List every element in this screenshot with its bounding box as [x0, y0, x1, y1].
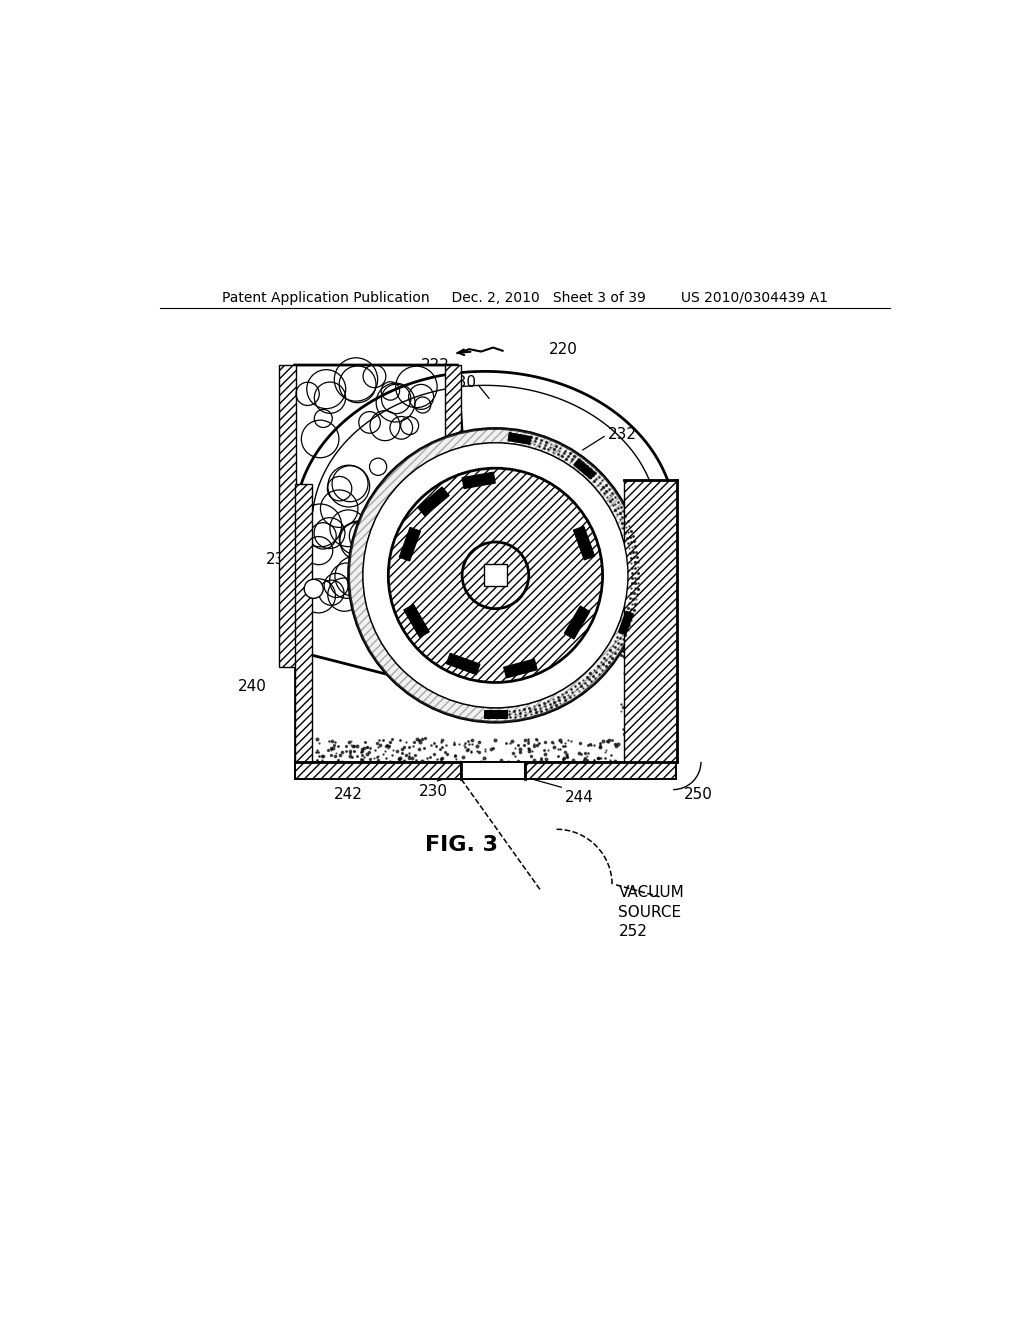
- Text: 222: 222: [421, 358, 450, 372]
- Text: 230: 230: [419, 784, 449, 799]
- Circle shape: [362, 442, 628, 708]
- Bar: [461, 762, 525, 779]
- Circle shape: [304, 579, 324, 598]
- Text: 220: 220: [549, 342, 578, 356]
- Text: 232: 232: [532, 656, 562, 672]
- Circle shape: [362, 442, 628, 708]
- Polygon shape: [564, 606, 590, 639]
- Text: 250: 250: [684, 787, 713, 803]
- Text: 240: 240: [238, 678, 267, 694]
- Circle shape: [388, 469, 602, 682]
- Text: FIG. 3: FIG. 3: [425, 836, 498, 855]
- Polygon shape: [504, 659, 538, 678]
- Bar: [484, 564, 507, 586]
- Polygon shape: [418, 487, 450, 516]
- Polygon shape: [484, 710, 507, 718]
- Polygon shape: [573, 527, 595, 560]
- Text: VACUUM
SOURCE
252: VACUUM SOURCE 252: [618, 884, 684, 940]
- Polygon shape: [573, 459, 596, 479]
- Polygon shape: [295, 366, 481, 698]
- Polygon shape: [446, 653, 480, 675]
- Text: Patent Application Publication     Dec. 2, 2010   Sheet 3 of 39        US 2010/0: Patent Application Publication Dec. 2, 2…: [222, 290, 827, 305]
- Text: 224: 224: [288, 498, 316, 513]
- Polygon shape: [618, 611, 634, 635]
- Text: 244: 244: [564, 789, 593, 805]
- Circle shape: [348, 429, 642, 722]
- Text: 242: 242: [334, 787, 364, 803]
- Bar: [295, 484, 312, 762]
- Text: 232: 232: [645, 540, 675, 554]
- Text: 232: 232: [608, 426, 637, 442]
- Polygon shape: [508, 433, 531, 445]
- Bar: [279, 366, 296, 667]
- Text: 230: 230: [579, 552, 608, 568]
- Bar: [295, 762, 676, 779]
- Polygon shape: [403, 605, 429, 638]
- Circle shape: [462, 543, 528, 609]
- Polygon shape: [399, 528, 421, 561]
- Circle shape: [348, 429, 642, 722]
- Bar: [445, 366, 461, 635]
- Text: 230: 230: [265, 552, 295, 568]
- Bar: [624, 480, 677, 762]
- Polygon shape: [462, 473, 496, 488]
- Text: 230: 230: [449, 375, 477, 389]
